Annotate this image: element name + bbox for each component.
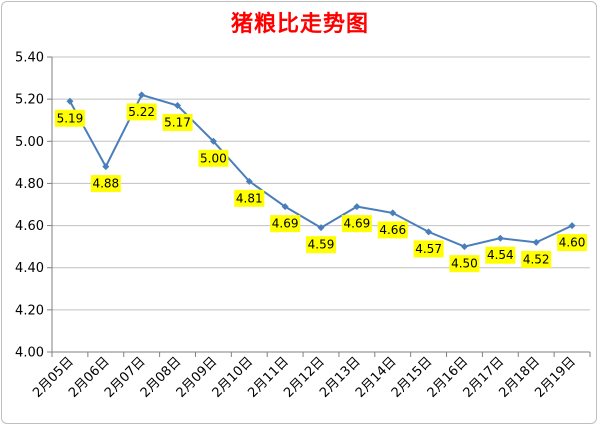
data-label-box	[126, 103, 157, 121]
data-point	[317, 224, 325, 232]
chart-title: 猪粮比走势图	[230, 12, 369, 37]
y-tick-label: 4.20	[15, 303, 44, 318]
data-point	[425, 228, 433, 236]
data-label: 4.50	[451, 257, 478, 271]
data-label-box	[270, 215, 301, 233]
data-label-box	[485, 246, 516, 264]
data-point	[353, 203, 361, 211]
y-tick-label: 4.80	[15, 177, 44, 192]
data-point	[281, 203, 289, 211]
data-point	[532, 238, 540, 246]
data-point	[174, 101, 182, 109]
data-label-box	[341, 215, 372, 233]
data-label: 4.81	[236, 191, 263, 205]
data-label: 4.60	[559, 236, 586, 250]
y-tick-label: 5.20	[15, 93, 44, 108]
data-label: 4.54	[487, 248, 514, 262]
data-point	[460, 243, 468, 251]
data-label-box	[449, 255, 480, 273]
data-point	[389, 209, 397, 217]
gridlines	[52, 56, 590, 311]
x-axis-ticks: 2月05日2月06日2月07日2月08日2月09日2月10日2月11日2月12日…	[30, 354, 579, 401]
y-tick-label: 4.60	[15, 219, 44, 234]
data-label-box	[377, 221, 408, 239]
data-label-box	[54, 109, 85, 127]
data-point	[245, 177, 253, 185]
data-label: 5.22	[128, 105, 155, 119]
data-point	[568, 222, 576, 230]
data-label: 4.52	[523, 252, 550, 266]
data-label-box	[413, 240, 444, 258]
y-tick-label: 5.00	[15, 135, 44, 150]
data-point	[209, 137, 217, 145]
y-tick-label: 4.40	[15, 261, 44, 276]
data-label-box	[198, 149, 229, 167]
data-point	[496, 234, 504, 242]
series-price-ratio	[66, 91, 576, 251]
data-labels: 5.19 4.88 5.22 5.17 5.00 4.81 4.69 4.59 4.69 4.66…	[54, 103, 588, 273]
data-label: 4.57	[415, 242, 442, 256]
data-label-box	[90, 175, 121, 193]
data-label: 4.59	[308, 238, 335, 252]
data-label-box	[162, 113, 193, 131]
data-label: 5.19	[57, 111, 84, 125]
data-label-box	[306, 236, 336, 254]
data-label-box	[521, 250, 552, 268]
data-label-box	[557, 234, 588, 252]
data-label: 4.69	[344, 217, 371, 231]
data-label: 4.66	[379, 223, 406, 237]
data-label-box	[234, 189, 265, 207]
data-label: 5.00	[200, 151, 227, 165]
y-tick-label: 5.40	[15, 51, 44, 66]
data-point	[66, 97, 74, 105]
y-tick-label: 4.00	[15, 346, 44, 361]
data-point	[138, 91, 146, 99]
data-point	[102, 163, 110, 171]
data-label: 4.88	[92, 177, 119, 191]
data-label: 5.17	[164, 115, 191, 129]
data-label: 4.69	[272, 217, 299, 231]
axes	[47, 56, 591, 357]
y-axis-ticks: 4.00 4.20 4.40 4.60 4.80 5.00 5.20 5.40	[15, 51, 44, 361]
